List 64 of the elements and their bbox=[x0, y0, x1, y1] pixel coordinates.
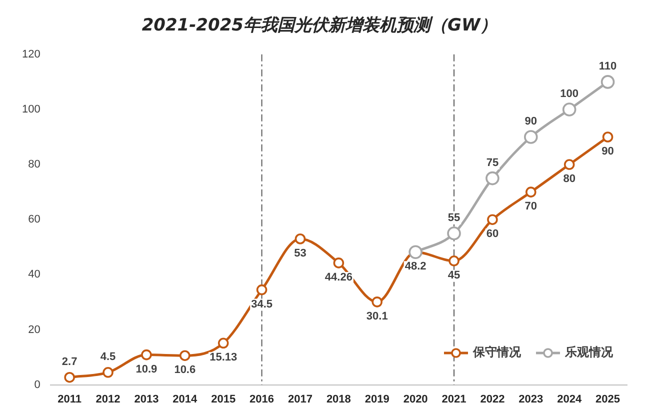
data-label: 70 bbox=[524, 200, 538, 213]
chart-title: 2021-2025年我国光伏新增装机预测（GW） bbox=[142, 16, 498, 36]
point bbox=[294, 233, 306, 244]
data-label: 4.5 bbox=[100, 350, 116, 363]
y-tick-label: 0 bbox=[34, 378, 40, 391]
point bbox=[602, 132, 614, 142]
x-tick-label: 2012 bbox=[96, 393, 120, 406]
point bbox=[333, 258, 344, 268]
data-label: 34.5 bbox=[251, 298, 272, 310]
x-tick-label: 2022 bbox=[480, 393, 505, 406]
point bbox=[64, 372, 75, 383]
data-label: 80 bbox=[563, 173, 576, 186]
x-tick-label: 2015 bbox=[211, 393, 236, 406]
x-tick-label: 2018 bbox=[326, 393, 351, 406]
data-label: 90 bbox=[602, 146, 614, 158]
point bbox=[372, 296, 383, 308]
legend-label: 保守情况 bbox=[473, 344, 521, 361]
point bbox=[525, 186, 536, 198]
point bbox=[562, 102, 576, 116]
data-label: 10.6 bbox=[174, 364, 196, 376]
point bbox=[256, 284, 268, 296]
data-label: 30.1 bbox=[366, 310, 388, 322]
data-label: 2.7 bbox=[62, 356, 78, 368]
x-tick-label: 2021 bbox=[442, 393, 466, 406]
x-tick-label: 2023 bbox=[518, 393, 544, 406]
data-label: 44.26 bbox=[324, 271, 352, 284]
point bbox=[487, 214, 498, 225]
legend-label: 乐观情况 bbox=[565, 344, 613, 361]
point bbox=[102, 367, 114, 378]
y-tick-label: 20 bbox=[28, 324, 40, 336]
data-label: 60 bbox=[486, 228, 499, 240]
x-tick-label: 2013 bbox=[134, 393, 159, 406]
y-tick-label: 80 bbox=[28, 158, 40, 171]
y-tick-label: 120 bbox=[22, 48, 40, 60]
point bbox=[447, 226, 461, 240]
point bbox=[218, 338, 229, 349]
y-tick-label: 100 bbox=[22, 104, 40, 116]
x-tick-label: 2017 bbox=[288, 393, 312, 406]
data-label: 90 bbox=[524, 116, 538, 128]
x-tick-label: 2016 bbox=[250, 393, 274, 406]
data-label: 45 bbox=[448, 269, 460, 282]
data-label: 53 bbox=[294, 247, 306, 260]
data-label: 100 bbox=[560, 88, 579, 100]
data-label: 75 bbox=[486, 156, 499, 169]
data-label: 110 bbox=[598, 60, 617, 72]
data-label: 10.9 bbox=[136, 363, 158, 376]
x-tick-label: 2014 bbox=[172, 393, 198, 406]
y-tick-label: 40 bbox=[28, 268, 40, 281]
point bbox=[600, 75, 615, 89]
x-tick-label: 2024 bbox=[557, 393, 582, 406]
x-tick-label: 2025 bbox=[596, 393, 620, 406]
point bbox=[180, 350, 190, 362]
point bbox=[486, 171, 500, 186]
data-label: 48.2 bbox=[404, 260, 426, 273]
point bbox=[448, 255, 460, 266]
point bbox=[141, 349, 152, 360]
point bbox=[564, 159, 575, 170]
x-tick-label: 2011 bbox=[58, 393, 82, 406]
data-label: 15.13 bbox=[210, 352, 238, 364]
point bbox=[524, 130, 538, 144]
data-label: 55 bbox=[448, 212, 460, 224]
x-tick-label: 2020 bbox=[403, 393, 428, 406]
y-tick-label: 60 bbox=[28, 214, 40, 226]
x-tick-label: 2019 bbox=[364, 393, 390, 406]
